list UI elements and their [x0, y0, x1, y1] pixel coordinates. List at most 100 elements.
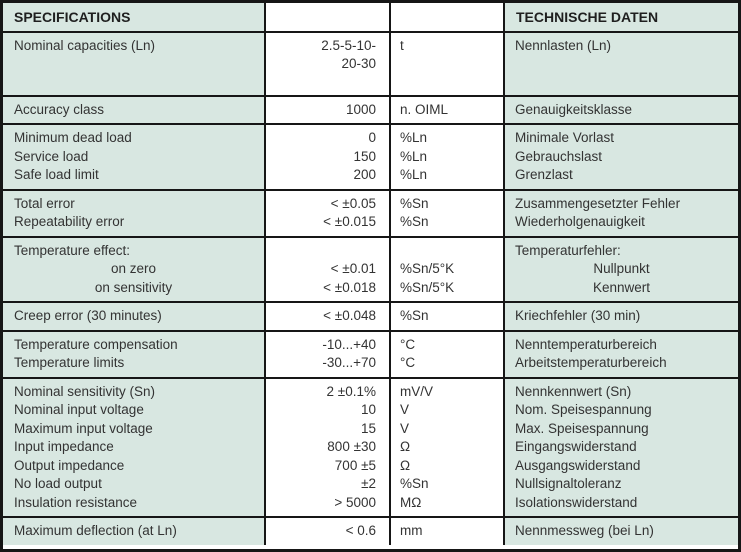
text-line: Nennkennwert (Sn)	[515, 383, 632, 399]
text-line: Nom. Speisespannung	[515, 402, 652, 417]
text-line: Temperature effect:	[14, 242, 131, 258]
value-cell: < ±0.05 < ±0.015	[264, 190, 389, 236]
text-line: ±2	[361, 476, 376, 491]
text-line: V	[400, 420, 410, 436]
unit-cell: n. OIML	[389, 96, 503, 123]
text-line: Eingangswiderstand	[515, 439, 637, 454]
table-header-row: SPECIFICATIONS TECHNISCHE DATEN	[3, 3, 738, 31]
text-line: < 0.6	[345, 523, 376, 538]
text-line: %Sn	[400, 195, 429, 211]
text-line: 200	[353, 167, 376, 182]
spec-label-cell-de: Temperaturfehler: Nullpunkt Kennwert	[503, 237, 738, 301]
text-line: Isolationswiderstand	[515, 494, 638, 510]
text-line: t	[400, 37, 404, 53]
spec-label-cell-en: Accuracy class	[3, 96, 264, 123]
unit-cell: mV/V V V Ω Ω %Sn MΩ	[389, 378, 503, 516]
table-row-4: Temperature effect: on zero on sensitivity…	[3, 235, 738, 301]
value-cell: 2.5-5-10- 20-30	[264, 32, 389, 95]
spec-label-cell-en: Temperature compensation Temperature limi…	[3, 331, 264, 377]
text-line: Nullsignaltoleranz	[515, 476, 622, 491]
text-line: Creep error (30 minutes)	[14, 308, 162, 323]
header-cell-unit	[389, 3, 503, 31]
text-line: > 5000	[334, 494, 376, 510]
unit-cell: %Sn	[389, 303, 503, 330]
value-cell: < ±0.048	[264, 303, 389, 330]
text-line: Service load	[14, 148, 89, 164]
spec-label-cell-de: Nennmessweg (bei Ln)	[503, 518, 738, 545]
spec-label-cell-en: Nominal capacities (Ln)	[3, 32, 264, 95]
header-cell-technische-daten: TECHNISCHE DATEN	[503, 3, 738, 31]
text-line: Kriechfehler (30 min)	[515, 308, 641, 323]
text-line: 15	[360, 420, 376, 436]
text-line: Total error	[14, 195, 75, 211]
text-line: 800 ±30	[327, 439, 376, 454]
spec-label-cell-en: Maximum deflection (at Ln)	[3, 518, 264, 545]
text-line: < ±0.018	[323, 279, 376, 295]
unit-cell: %Ln %Ln %Ln	[389, 125, 503, 189]
text-line: Max. Speisespannung	[515, 420, 649, 436]
text-line: 700 ±5	[334, 457, 376, 473]
text-line: Input impedance	[14, 439, 114, 454]
spec-label-cell-de: Nennkennwert (Sn) Nom. Speisespannung Max.…	[503, 378, 738, 516]
text-line: n. OIML	[400, 101, 449, 117]
text-line: Nominal sensitivity (Sn)	[14, 383, 156, 399]
unit-cell: t	[389, 32, 503, 95]
text-line: Temperature limits	[14, 355, 125, 370]
spec-label-cell-en: Nominal sensitivity (Sn) Nominal input vo…	[3, 378, 264, 516]
text-line: Wiederholgenauigkeit	[515, 214, 645, 229]
text-line: %Sn	[400, 476, 429, 491]
text-line: Nenntemperaturbereich	[515, 336, 657, 352]
text-line: %Sn/5°K	[400, 279, 455, 295]
text-line: %Sn	[400, 308, 429, 323]
text-line: < ±0.015	[323, 214, 376, 229]
text-line: < ±0.05	[330, 195, 376, 211]
unit-cell: %Sn %Sn	[389, 190, 503, 236]
text-line: Nominal input voltage	[14, 402, 144, 417]
text-line: %Sn	[400, 214, 429, 229]
text-line: Ω	[400, 439, 411, 454]
header-cell-value	[264, 3, 389, 31]
text-line: Repeatability error	[14, 214, 125, 229]
text-line: No load output	[14, 476, 102, 491]
value-cell: -10...+40 -30...+70	[264, 331, 389, 377]
text-line: Accuracy class	[14, 101, 105, 117]
text-line: Minimale Vorlast	[515, 130, 615, 145]
text-line: MΩ	[400, 494, 422, 510]
table-row-3: Total error Repeatability error < ±0.05 < ±…	[3, 188, 738, 236]
text-line: 2.5-5-10-	[321, 37, 376, 53]
text-line: 0	[368, 130, 376, 145]
spec-label-cell-de: Kriechfehler (30 min)	[503, 303, 738, 330]
header-empty-value	[266, 8, 389, 27]
text-line: < ±0.048	[323, 308, 376, 323]
value-cell: 2 ±0.1% 10 15 800 ±30 700 ±5 ±2 > 5000	[264, 378, 389, 516]
spec-label-cell-de: Nennlasten (Ln)	[503, 32, 738, 95]
spec-label-cell-de: Minimale Vorlast Gebrauchslast Grenzlast	[503, 125, 738, 189]
text-line: -30...+70	[322, 355, 376, 370]
value-cell: 1000	[264, 96, 389, 123]
text-line: < ±0.01	[330, 261, 376, 276]
text-line: %Ln	[400, 130, 428, 145]
table-row-0: Nominal capacities (Ln) 2.5-5-10- 20-30 t Ne…	[3, 30, 738, 95]
text-line: Nominal capacities (Ln)	[14, 37, 156, 53]
spec-label-cell-en: Minimum dead load Service load Safe load l…	[3, 125, 264, 189]
text-line: Safe load limit	[14, 167, 99, 182]
text-line: 150	[353, 148, 376, 164]
text-line: 2 ±0.1%	[326, 383, 376, 399]
header-empty-unit	[391, 8, 503, 27]
unit-cell: °C °C	[389, 331, 503, 377]
spec-label-cell-de: Genauigkeitsklasse	[503, 96, 738, 123]
text-line: Nullpunkt	[593, 261, 650, 276]
text-line: %Ln	[400, 148, 428, 164]
text-line: Temperaturfehler:	[515, 242, 621, 258]
value-cell: 0 150 200	[264, 125, 389, 189]
value-cell: < 0.6	[264, 518, 389, 545]
header-title-en: SPECIFICATIONS	[14, 9, 131, 25]
text-line: 10	[360, 402, 376, 417]
text-line: Nennmessweg (bei Ln)	[515, 523, 654, 538]
text-line: 20-30	[341, 56, 376, 71]
table-row-8: Maximum deflection (at Ln) < 0.6 mm Nennmes…	[3, 516, 738, 545]
text-line: mm	[400, 523, 423, 538]
header-cell-specifications: SPECIFICATIONS	[3, 3, 264, 31]
text-line: Ausgangswiderstand	[515, 457, 641, 473]
text-line: Minimum dead load	[14, 130, 132, 145]
